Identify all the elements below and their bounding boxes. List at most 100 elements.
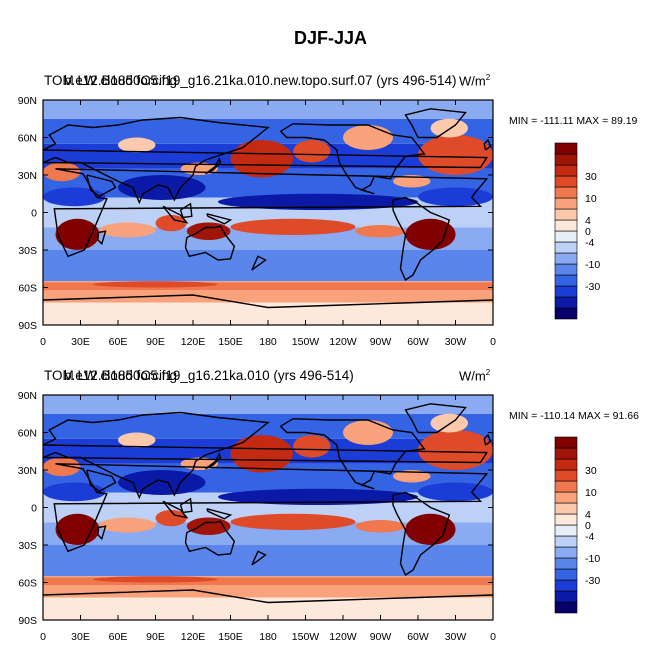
y-tick-label: 0 — [31, 208, 37, 220]
coastline — [179, 202, 193, 219]
y-tick-label: 60N — [18, 133, 37, 145]
field-band — [93, 576, 218, 583]
field-band — [405, 513, 456, 545]
panel-2-colorbar: 30 10 40-4 -10 -30 — [554, 436, 600, 614]
field-band — [343, 125, 393, 150]
coastline — [392, 196, 451, 282]
coastline — [184, 520, 236, 556]
field-band — [43, 482, 106, 502]
colorbar-label: 10 — [585, 193, 597, 205]
panel-2-field — [43, 395, 493, 620]
coastline — [392, 491, 451, 577]
colorbar-swatch — [554, 513, 578, 526]
field-band — [230, 218, 356, 235]
x-tick-label: 30W — [445, 631, 467, 643]
coastline — [483, 433, 492, 446]
colorbar-swatch — [554, 579, 578, 592]
field-band — [55, 218, 100, 250]
panel-2-units: W/m2 — [459, 368, 491, 384]
x-tick-label: 0 — [40, 336, 46, 348]
coastline — [162, 205, 189, 224]
field-band — [230, 140, 293, 178]
x-tick-label: 120W — [329, 336, 357, 348]
coastline — [53, 168, 489, 258]
coastline — [251, 550, 267, 566]
coastline — [205, 451, 222, 470]
colorbar-label: -10 — [585, 553, 600, 565]
y-tick-label: 60S — [18, 578, 37, 590]
coastline — [43, 294, 493, 309]
x-tick-label: 0 — [490, 631, 496, 643]
y-tick-label: 30S — [18, 245, 37, 257]
panel-1-units: W/m2 — [459, 73, 491, 89]
panel-1-field — [43, 100, 493, 325]
field-band — [393, 470, 431, 483]
field-band — [405, 218, 456, 250]
field-band — [55, 513, 100, 545]
colorbar-label: 30 — [585, 171, 597, 183]
coastline — [179, 497, 193, 514]
coastline — [206, 213, 233, 225]
colorbar-swatch — [554, 142, 578, 155]
panel-2-title-b: b.e12.B1850C5.f19_g16.21ka.010 (yrs 496-… — [64, 368, 354, 383]
field-band — [293, 435, 331, 458]
panel-2-map — [43, 395, 493, 620]
field-band — [43, 413, 493, 439]
field-band — [155, 510, 187, 527]
coastline — [53, 463, 489, 553]
x-tick-label: 150E — [218, 631, 243, 643]
y-tick-label: 30S — [18, 540, 37, 552]
field-band — [43, 457, 81, 477]
colorbar-swatch — [554, 502, 578, 515]
x-tick-label: 30E — [71, 631, 90, 643]
colorbar-swatch — [554, 447, 578, 460]
field-band — [43, 302, 493, 325]
panel-2-land-outlines — [43, 403, 493, 604]
field-band — [99, 222, 156, 238]
x-tick-label: 120W — [329, 631, 357, 643]
panel-2-x-ticks: 0 30E 60E 90E 120E 150E 180 150W 120W 90W 60W 30W 0 — [40, 395, 496, 643]
coastline — [205, 156, 222, 175]
field-band — [43, 118, 493, 144]
field-band — [355, 225, 406, 238]
colorbar-swatch — [554, 458, 578, 471]
field-band — [393, 175, 431, 188]
x-tick-label: 60W — [407, 631, 429, 643]
field-band — [293, 140, 331, 163]
x-tick-label: 180 — [259, 631, 277, 643]
panel-1-title-a: TOM LW cloud forcing — [44, 73, 178, 88]
field-band — [418, 135, 493, 175]
field-band — [43, 597, 493, 620]
field-band — [418, 187, 493, 207]
colorbar-swatch — [554, 546, 578, 559]
x-tick-label: 150E — [218, 336, 243, 348]
colorbar-swatch — [554, 296, 578, 309]
x-tick-label: 150W — [292, 336, 320, 348]
colorbar-swatch — [554, 197, 578, 210]
field-band — [43, 250, 493, 282]
coastline — [43, 589, 493, 604]
coastline — [184, 225, 236, 261]
colorbar-swatch — [554, 241, 578, 254]
field-band — [43, 162, 81, 182]
field-band — [99, 517, 156, 533]
colorbar-swatch — [554, 252, 578, 265]
x-tick-label: 60W — [407, 336, 429, 348]
field-band — [355, 520, 406, 533]
panel-1-land-outlines — [43, 108, 493, 309]
field-band — [430, 118, 468, 138]
colorbar-swatch — [554, 164, 578, 177]
panel-1-y-ticks: 90N 60N 30N 0 30S 60S 90S — [18, 95, 493, 332]
colorbar-swatch — [554, 285, 578, 298]
colorbar-swatch — [554, 219, 578, 232]
field-band — [43, 282, 493, 290]
coastline — [251, 255, 267, 271]
colorbar-label: -4 — [585, 531, 594, 543]
coastline — [97, 230, 107, 246]
panel-1-min-max: MIN = -111.11 MAX = 89.19 — [509, 115, 638, 127]
x-tick-label: 30W — [445, 336, 467, 348]
coastline — [86, 174, 117, 198]
colorbar-label: -30 — [585, 281, 600, 293]
colorbar-label: 10 — [585, 487, 597, 499]
